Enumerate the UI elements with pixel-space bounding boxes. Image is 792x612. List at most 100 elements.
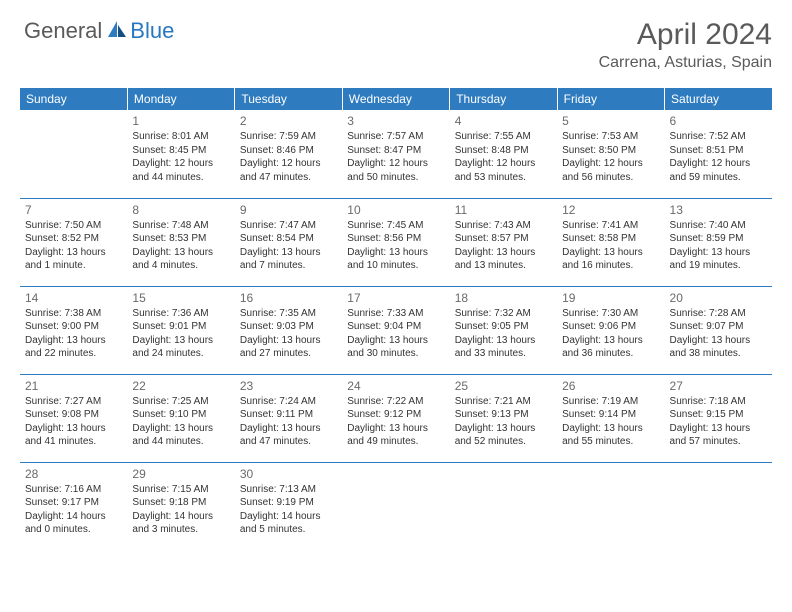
day-info-line: and 24 minutes. [132,347,229,361]
calendar-day-cell: 6Sunrise: 7:52 AMSunset: 8:51 PMDaylight… [665,110,772,198]
calendar-day-cell: 20Sunrise: 7:28 AMSunset: 9:07 PMDayligh… [665,286,772,374]
day-info-line: Daylight: 13 hours [132,334,229,348]
calendar-day-cell: 14Sunrise: 7:38 AMSunset: 9:00 PMDayligh… [20,286,127,374]
day-info-line: and 4 minutes. [132,259,229,273]
day-info-line: Sunrise: 7:19 AM [562,395,659,409]
day-info-line: Daylight: 12 hours [132,157,229,171]
location-text: Carrena, Asturias, Spain [599,54,772,72]
day-info-line: Sunrise: 7:53 AM [562,130,659,144]
day-number: 10 [347,202,444,218]
day-info-line: Sunrise: 7:52 AM [670,130,767,144]
day-info-line: and 53 minutes. [455,171,552,185]
calendar-day-cell: 29Sunrise: 7:15 AMSunset: 9:18 PMDayligh… [127,462,234,550]
day-number: 19 [562,290,659,306]
day-number: 1 [132,113,229,129]
day-info-line: Sunrise: 7:41 AM [562,219,659,233]
day-number: 21 [25,378,122,394]
day-number: 23 [240,378,337,394]
day-info-line: Sunset: 9:18 PM [132,496,229,510]
day-info-line: Sunrise: 7:43 AM [455,219,552,233]
day-info-line: Sunrise: 7:28 AM [670,307,767,321]
day-info-line: Sunrise: 7:45 AM [347,219,444,233]
day-number: 27 [670,378,767,394]
day-info-line: Sunset: 8:47 PM [347,144,444,158]
day-info-line: and 30 minutes. [347,347,444,361]
day-number: 2 [240,113,337,129]
day-info-line: Sunset: 8:57 PM [455,232,552,246]
day-number: 29 [132,466,229,482]
day-info-line: and 7 minutes. [240,259,337,273]
day-number: 30 [240,466,337,482]
calendar-day-cell: 11Sunrise: 7:43 AMSunset: 8:57 PMDayligh… [450,198,557,286]
day-info-line: Daylight: 13 hours [240,246,337,260]
day-info-line: Daylight: 14 hours [240,510,337,524]
day-info-line: Sunrise: 7:36 AM [132,307,229,321]
day-info-line: Daylight: 13 hours [132,422,229,436]
day-info-line: Daylight: 13 hours [132,246,229,260]
day-info-line: Daylight: 13 hours [25,334,122,348]
day-info-line: Sunrise: 7:33 AM [347,307,444,321]
day-info-line: and 0 minutes. [25,523,122,537]
day-info-line: Daylight: 13 hours [562,334,659,348]
calendar-empty-cell [557,462,664,550]
day-info-line: Sunset: 8:51 PM [670,144,767,158]
day-info-line: Sunset: 9:08 PM [25,408,122,422]
day-info-line: and 16 minutes. [562,259,659,273]
day-number: 16 [240,290,337,306]
day-info-line: and 57 minutes. [670,435,767,449]
day-info-line: and 41 minutes. [25,435,122,449]
calendar-day-cell: 12Sunrise: 7:41 AMSunset: 8:58 PMDayligh… [557,198,664,286]
calendar-day-cell: 8Sunrise: 7:48 AMSunset: 8:53 PMDaylight… [127,198,234,286]
day-info-line: Daylight: 13 hours [670,246,767,260]
calendar-day-cell: 19Sunrise: 7:30 AMSunset: 9:06 PMDayligh… [557,286,664,374]
day-number: 17 [347,290,444,306]
day-number: 22 [132,378,229,394]
day-info-line: Daylight: 13 hours [240,334,337,348]
day-info-line: Sunset: 8:50 PM [562,144,659,158]
calendar-week-row: 14Sunrise: 7:38 AMSunset: 9:00 PMDayligh… [20,286,772,374]
day-info-line: Sunrise: 7:16 AM [25,483,122,497]
day-info-line: and 13 minutes. [455,259,552,273]
calendar-day-cell: 21Sunrise: 7:27 AMSunset: 9:08 PMDayligh… [20,374,127,462]
day-info-line: Sunset: 9:06 PM [562,320,659,334]
calendar-table: SundayMondayTuesdayWednesdayThursdayFrid… [20,88,772,550]
day-info-line: Daylight: 13 hours [562,422,659,436]
day-info-line: Sunrise: 7:25 AM [132,395,229,409]
calendar-day-cell: 10Sunrise: 7:45 AMSunset: 8:56 PMDayligh… [342,198,449,286]
title-block: April 2024 Carrena, Asturias, Spain [599,18,772,72]
day-header: Sunday [20,88,127,110]
page-header: General Blue April 2024 Carrena, Asturia… [0,0,792,80]
calendar-empty-cell [665,462,772,550]
day-info-line: Sunset: 9:17 PM [25,496,122,510]
day-info-line: Sunset: 8:52 PM [25,232,122,246]
day-info-line: Sunrise: 7:15 AM [132,483,229,497]
day-number: 4 [455,113,552,129]
calendar-week-row: 7Sunrise: 7:50 AMSunset: 8:52 PMDaylight… [20,198,772,286]
day-info-line: and 38 minutes. [670,347,767,361]
calendar-day-cell: 13Sunrise: 7:40 AMSunset: 8:59 PMDayligh… [665,198,772,286]
day-info-line: Sunrise: 7:18 AM [670,395,767,409]
day-info-line: Daylight: 13 hours [347,246,444,260]
day-info-line: and 10 minutes. [347,259,444,273]
day-info-line: Sunrise: 7:24 AM [240,395,337,409]
day-info-line: Sunset: 9:10 PM [132,408,229,422]
calendar-day-cell: 9Sunrise: 7:47 AMSunset: 8:54 PMDaylight… [235,198,342,286]
day-info-line: Sunrise: 7:48 AM [132,219,229,233]
day-number: 12 [562,202,659,218]
day-info-line: Daylight: 13 hours [240,422,337,436]
day-info-line: Daylight: 13 hours [455,334,552,348]
day-number: 18 [455,290,552,306]
day-info-line: Sunset: 9:03 PM [240,320,337,334]
day-info-line: Daylight: 12 hours [562,157,659,171]
day-info-line: and 1 minute. [25,259,122,273]
calendar-day-cell: 23Sunrise: 7:24 AMSunset: 9:11 PMDayligh… [235,374,342,462]
day-info-line: and 19 minutes. [670,259,767,273]
calendar-day-cell: 5Sunrise: 7:53 AMSunset: 8:50 PMDaylight… [557,110,664,198]
calendar-day-cell: 28Sunrise: 7:16 AMSunset: 9:17 PMDayligh… [20,462,127,550]
day-info-line: and 3 minutes. [132,523,229,537]
day-info-line: Daylight: 13 hours [25,422,122,436]
brand-logo: General Blue [24,18,174,44]
calendar-empty-cell [342,462,449,550]
day-info-line: Sunrise: 7:59 AM [240,130,337,144]
day-info-line: Sunset: 8:56 PM [347,232,444,246]
